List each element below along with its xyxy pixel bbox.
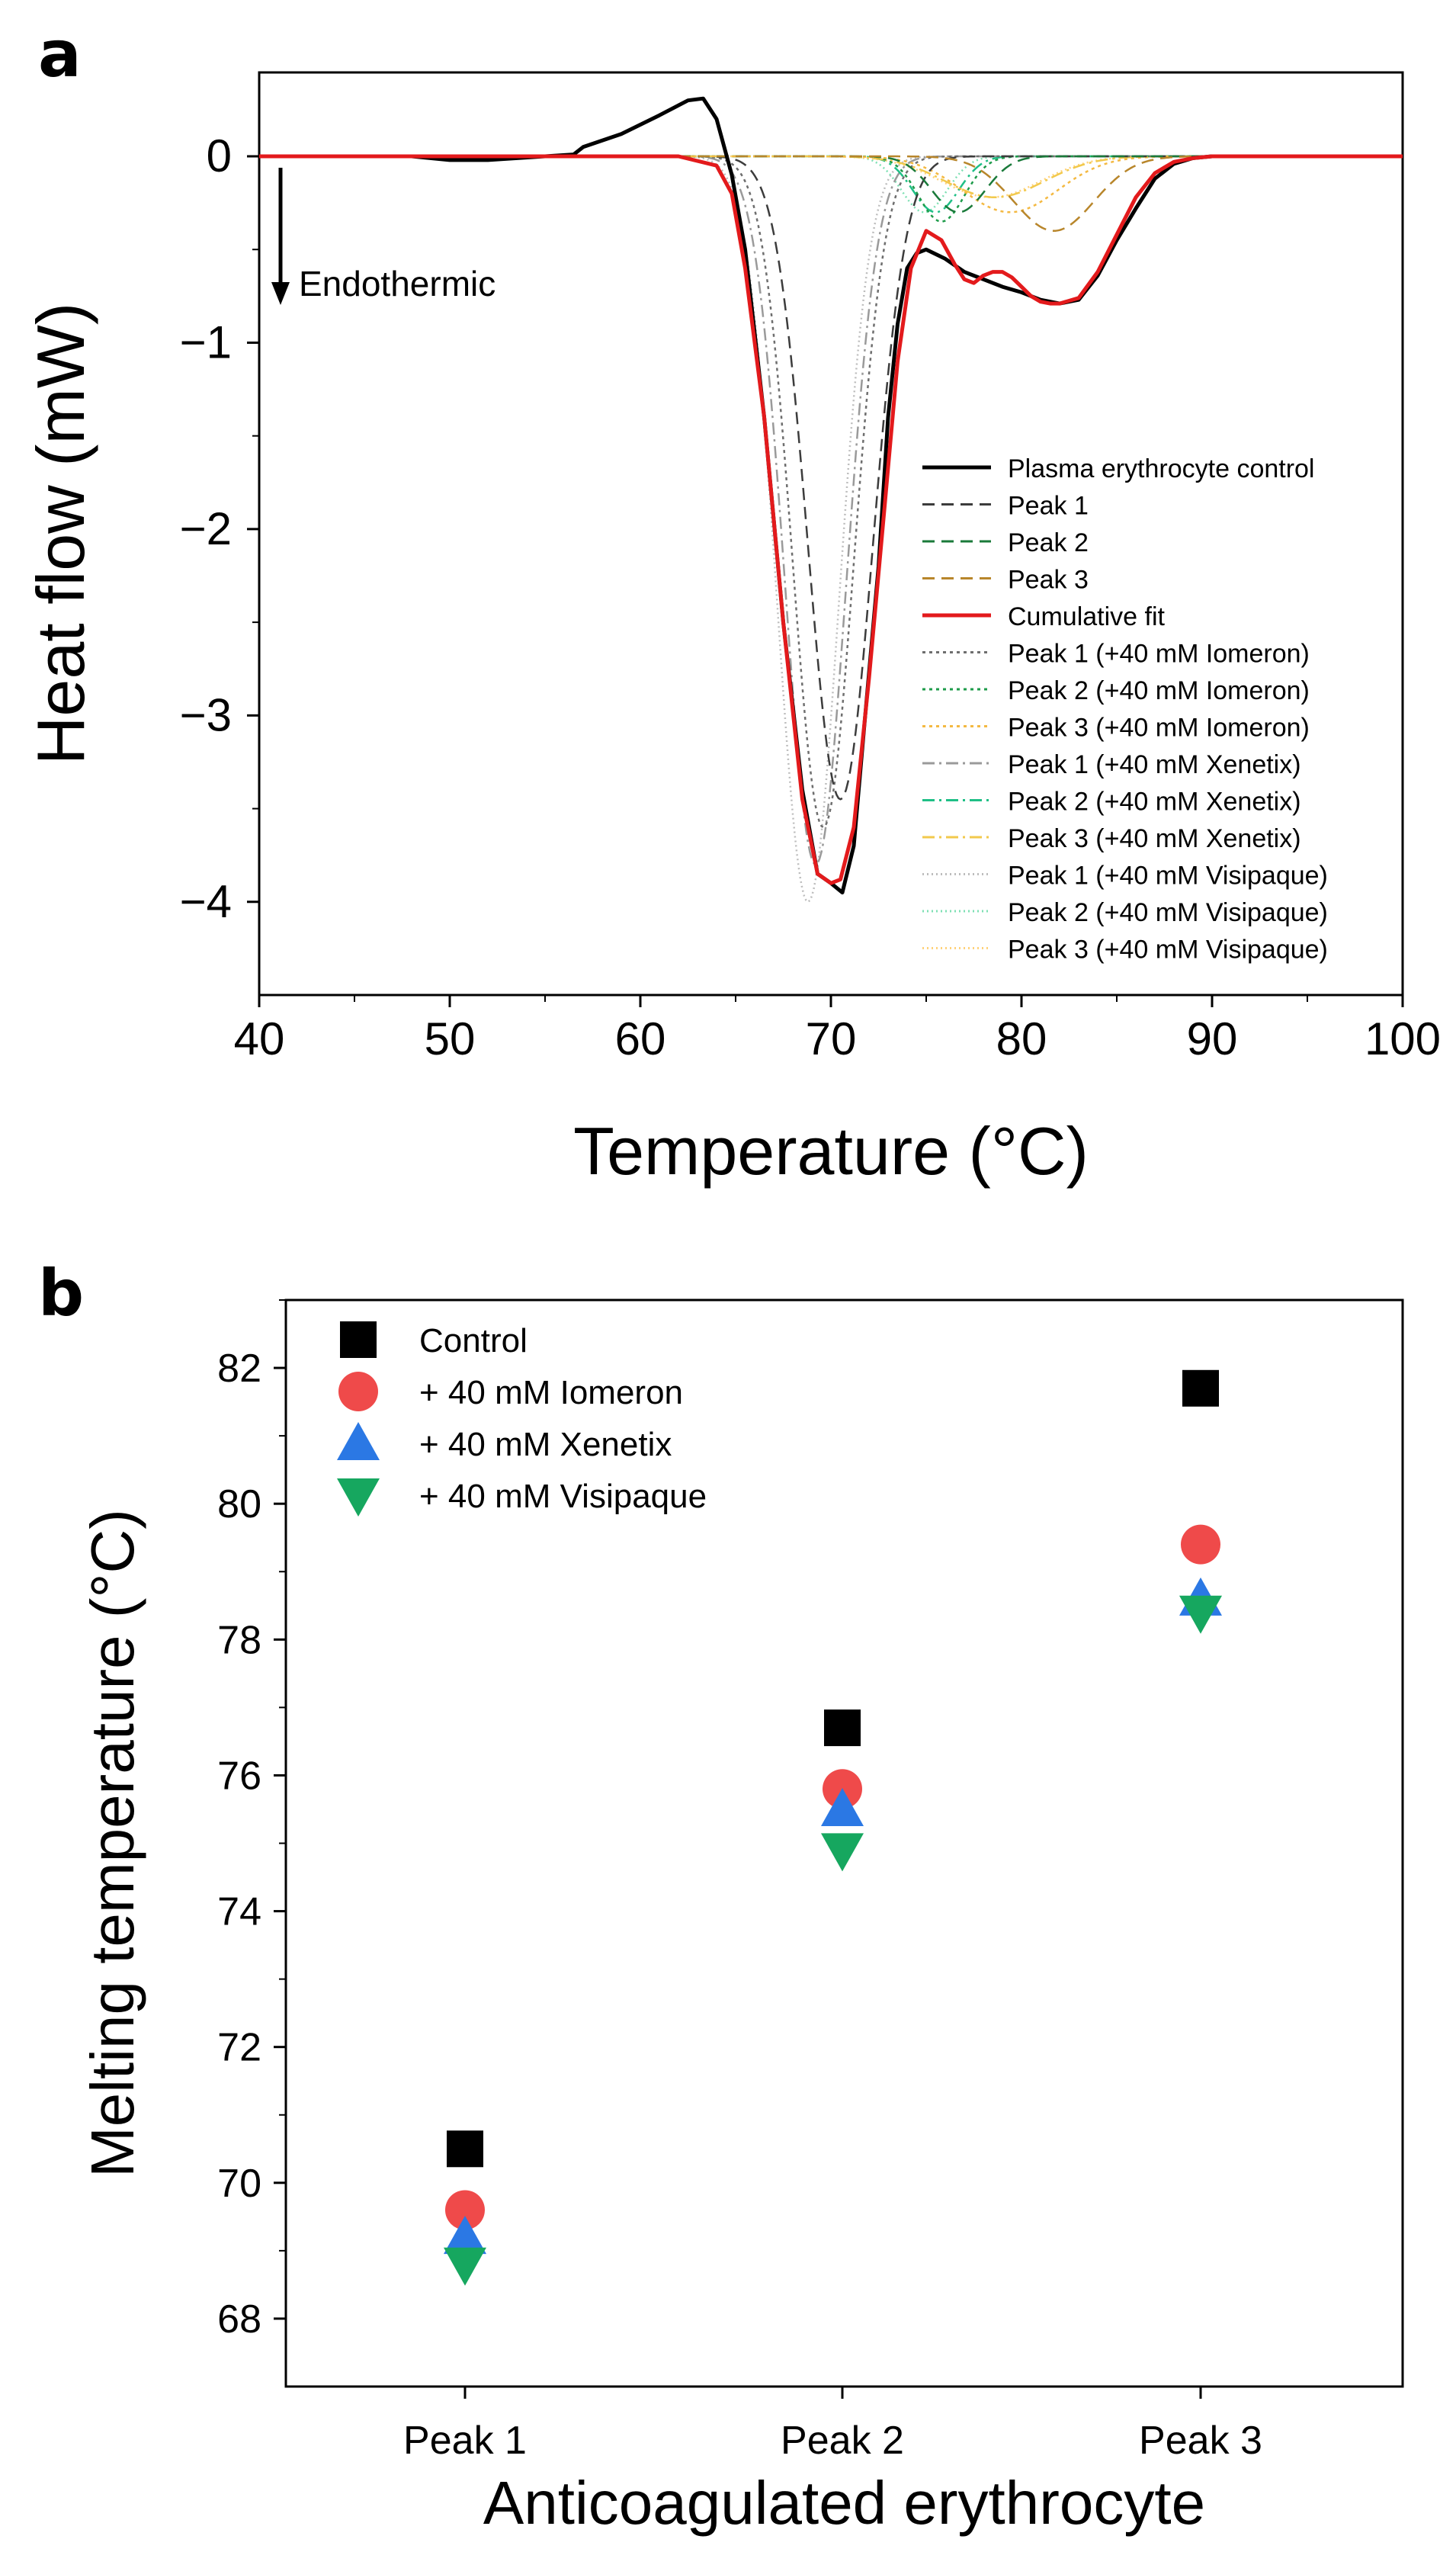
y-tick-label-b: 68 [217,2297,261,2342]
series-line-peak2_xenetix [259,155,1403,213]
point-marker_xenetix-1 [444,2216,486,2255]
endothermic-annotation: Endothermic [299,264,495,303]
legend-label-peak3_iomeron: Peak 3 (+40 mM Iomeron) [1008,714,1310,743]
point-marker_control-1 [447,2130,483,2168]
chart-b: Peak 1 Peak 2 Peak 3 68 70 72 74 76 78 80 82 Antico… [79,1298,1404,2537]
legend-label-peak1_iomeron: Peak 1 (+40 mM Iomeron) [1008,640,1310,669]
x-tick-label-a: 80 [996,1013,1047,1064]
y-axis-label-b: Melting temperature (°C) [79,1509,146,2178]
point-marker_xenetix-2 [821,1787,864,1826]
y-tick-label-a: −2 [180,503,232,554]
legend-marker-marker_xenetix [337,1422,380,1460]
legend-label-peak2_iomeron: Peak 2 (+40 mM Iomeron) [1008,676,1310,705]
legend-marker-marker_control [340,1321,377,1358]
x-axis-label-b: Anticoagulated erythrocyte [483,2469,1205,2537]
point-marker_visipaque-1 [444,2247,486,2286]
x-tick-label-b: Peak 1 [403,2419,527,2463]
x-axis-label-a: Temperature (°C) [573,1113,1089,1189]
chart-a: 40 50 60 70 80 90 100 0 −1 −2 −3 −4 Temperature (°C)… [23,71,1441,1189]
point-marker_iomeron-3 [1181,1524,1220,1565]
series-line-peak3_visipaque [259,155,1403,199]
y-tick-label-b: 82 [217,1347,261,1391]
legend-label-marker_visipaque: + 40 mM Visipaque [419,1478,707,1515]
legend-label-control: Plasma erythrocyte control [1008,454,1315,483]
series-line-peak3_xenetix [259,155,1403,199]
point-marker_control-3 [1182,1369,1219,1407]
x-tick-label-a: 70 [806,1013,857,1064]
point-marker_iomeron-1 [445,2190,485,2230]
legend-label-marker_xenetix: + 40 mM Xenetix [419,1426,672,1463]
legend-label-marker_iomeron: + 40 mM Iomeron [419,1374,683,1411]
legend-label-peak1_xenetix: Peak 1 (+40 mM Xenetix) [1008,750,1301,779]
legend-label-peak3_visipaque: Peak 3 (+40 mM Visipaque) [1008,936,1328,965]
x-tick-label-a: 90 [1187,1013,1238,1064]
legend-label-marker_control: Control [419,1322,528,1359]
series-line-peak2_iomeron [259,155,1403,223]
legend-label-peak3_xenetix: Peak 3 (+40 mM Xenetix) [1008,824,1301,853]
y-tick-label-a: −3 [180,689,232,740]
series-line-peak3 [259,155,1403,233]
x-tick-label-a: 100 [1365,1013,1441,1064]
y-tick-label-b: 72 [217,2026,261,2070]
x-tick-label-b: Peak 3 [1139,2419,1262,2463]
y-tick-label-a: −4 [180,876,232,927]
panel-a-label: a [38,17,82,91]
y-tick-label-a: 0 [207,130,232,181]
series-line-peak3_iomeron [259,155,1403,213]
legend-label-peak2_xenetix: Peak 2 (+40 mM Xenetix) [1008,788,1301,817]
y-tick-label-b: 78 [217,1618,261,1662]
series-line-cumulative [259,154,1403,885]
x-tick-label-a: 50 [425,1013,476,1064]
x-tick-label-b: Peak 2 [781,2419,904,2463]
y-tick-label-a: −1 [180,316,232,368]
y-tick-label-b: 74 [217,1890,261,1934]
x-tick-label-a: 40 [234,1013,285,1064]
y-tick-label-b: 80 [217,1482,261,1526]
x-tick-label-a: 60 [615,1013,666,1064]
plot-frame-a [258,71,1404,997]
legend-label-peak1: Peak 1 [1008,492,1089,521]
legend-label-cumulative: Cumulative fit [1008,602,1166,631]
legend-label-peak3: Peak 3 [1008,566,1089,595]
series-line-peak2 [259,155,1403,213]
point-marker_visipaque-2 [821,1833,864,1872]
y-axis-label-a: Heat flow (mW) [23,303,98,765]
series-line-peak2_visipaque [259,155,1403,213]
point-marker_control-2 [824,1709,861,1747]
legend-label-peak2: Peak 2 [1008,528,1089,557]
legend-marker-marker_visipaque [337,1478,380,1517]
panel-b-label: b [38,1256,84,1331]
legend-label-peak2_visipaque: Peak 2 (+40 mM Visipaque) [1008,898,1328,927]
endothermic-arrow-head [271,282,290,305]
y-tick-label-b: 70 [217,2162,261,2206]
point-marker_visipaque-3 [1179,1595,1222,1634]
legend-label-peak1_visipaque: Peak 1 (+40 mM Visipaque) [1008,862,1328,891]
legend-marker-marker_iomeron [338,1372,378,1411]
y-tick-label-b: 76 [217,1754,261,1798]
